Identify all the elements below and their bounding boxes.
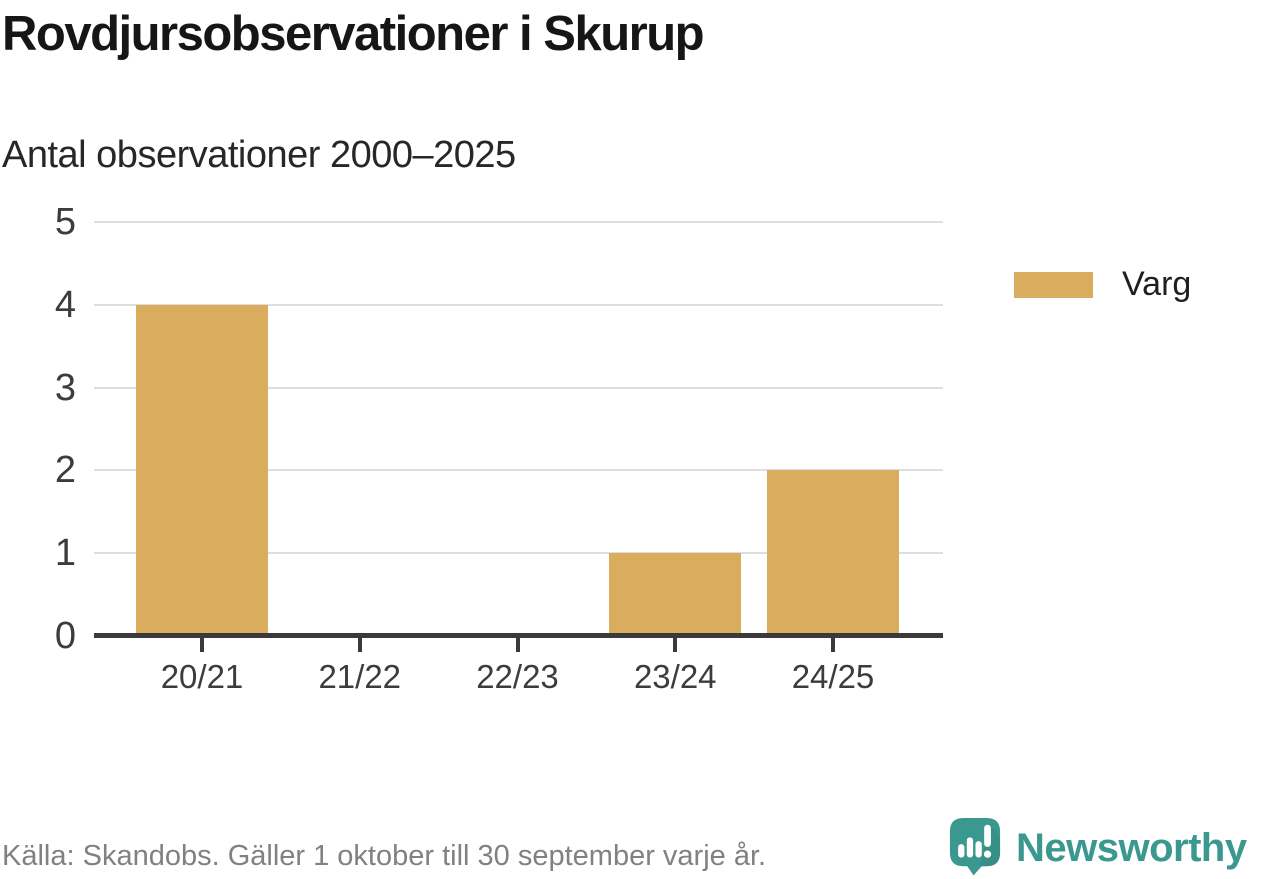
legend-swatch-varg bbox=[1014, 271, 1093, 298]
x-axis-label-21-22: 21/22 bbox=[318, 658, 402, 695]
bar-24-25 bbox=[767, 470, 899, 636]
page-title: Rovdjursobservationer i Skurup bbox=[2, 7, 705, 61]
bar-23-24 bbox=[609, 553, 742, 636]
x-axis-tick-22-23 bbox=[515, 638, 520, 652]
source-note: Källa: Skandobs. Gäller 1 oktober till 3… bbox=[2, 840, 767, 872]
x-axis-label-20-21: 20/21 bbox=[160, 658, 244, 695]
chart-subtitle: Antal observationer 2000–2025 bbox=[2, 134, 516, 176]
y-axis-label-1: 1 bbox=[54, 532, 76, 575]
gridline-y2 bbox=[94, 469, 943, 472]
x-axis-label-22-23: 22/23 bbox=[476, 658, 559, 695]
legend-label-varg: Varg bbox=[1122, 265, 1192, 303]
x-axis-label-23-24: 23/24 bbox=[633, 658, 717, 695]
x-axis-tick-21-22 bbox=[357, 638, 362, 652]
y-axis-label-5: 5 bbox=[54, 201, 76, 243]
chart-legend: Varg bbox=[1014, 265, 1191, 304]
y-axis-label-3: 3 bbox=[54, 366, 76, 409]
y-axis-label-2: 2 bbox=[54, 449, 76, 492]
gridline-y4 bbox=[94, 303, 943, 306]
x-axis-tick-23-24 bbox=[673, 638, 678, 652]
y-axis-label-0: 0 bbox=[54, 615, 76, 657]
gridline-y5 bbox=[94, 221, 943, 223]
x-axis-label-24-25: 24/25 bbox=[791, 658, 875, 695]
gridline-y1 bbox=[94, 552, 943, 555]
y-axis-label-4: 4 bbox=[54, 283, 76, 326]
x-axis-tick-20-21 bbox=[200, 638, 204, 652]
newsworthy-brand: Newsworthy bbox=[948, 815, 1247, 877]
newsworthy-logo-icon bbox=[949, 818, 1001, 876]
newsworthy-wordmark: Newsworthy bbox=[1016, 826, 1247, 870]
gridline-y3 bbox=[94, 386, 943, 389]
x-axis-tick-24-25 bbox=[831, 638, 835, 652]
bar-20-21 bbox=[136, 304, 268, 636]
x-axis-line bbox=[94, 633, 943, 638]
